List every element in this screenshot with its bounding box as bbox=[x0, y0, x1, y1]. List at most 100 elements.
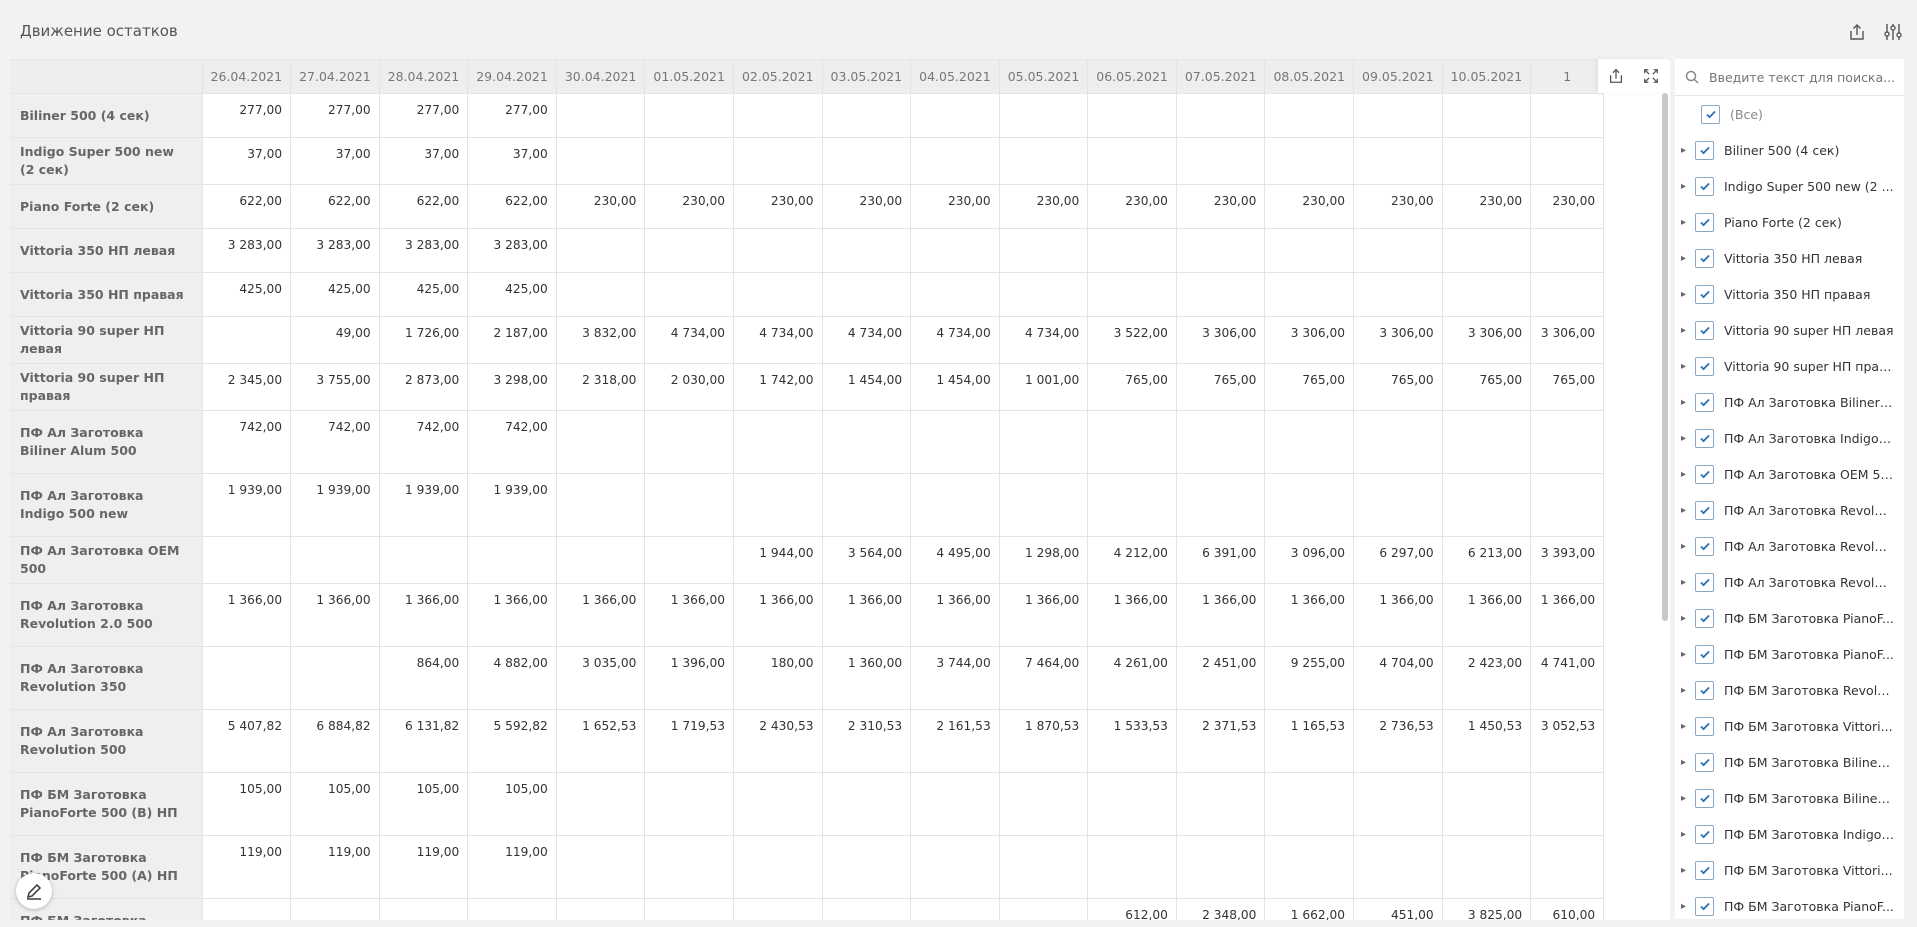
value-cell[interactable]: 742,00 bbox=[202, 410, 292, 474]
filter-item[interactable]: ▸ Indigo Super 500 new (2 ... bbox=[1675, 168, 1904, 204]
value-cell[interactable]: 277,00 bbox=[290, 93, 380, 138]
value-cell[interactable] bbox=[644, 137, 734, 185]
checkbox-checked-icon[interactable] bbox=[1695, 860, 1714, 880]
value-cell[interactable]: 230,00 bbox=[1264, 184, 1355, 229]
value-cell[interactable]: 425,00 bbox=[290, 272, 380, 317]
value-cell[interactable] bbox=[733, 272, 823, 317]
expand-arrow-icon[interactable]: ▸ bbox=[1681, 360, 1687, 372]
row-header[interactable]: ПФ БМ Заготовка PianoForte 500 (B) НП bbox=[10, 772, 203, 836]
value-cell[interactable] bbox=[556, 898, 646, 920]
value-cell[interactable]: 1 939,00 bbox=[290, 473, 380, 537]
date-column-header[interactable]: 04.05.2021 bbox=[910, 60, 1000, 94]
value-cell[interactable] bbox=[999, 473, 1089, 537]
value-cell[interactable]: 765,00 bbox=[1264, 363, 1355, 411]
value-cell[interactable]: 3 306,00 bbox=[1530, 316, 1605, 364]
value-cell[interactable] bbox=[1264, 473, 1355, 537]
value-cell[interactable]: 3 283,00 bbox=[379, 228, 469, 273]
filter-item[interactable]: ▸ ПФ Ал Заготовка Revolu... bbox=[1675, 528, 1904, 564]
value-cell[interactable] bbox=[1087, 272, 1177, 317]
value-cell[interactable]: 3 755,00 bbox=[290, 363, 380, 411]
value-cell[interactable]: 2 161,53 bbox=[910, 709, 1000, 773]
value-cell[interactable]: 765,00 bbox=[1087, 363, 1177, 411]
value-cell[interactable]: 277,00 bbox=[379, 93, 469, 138]
value-cell[interactable] bbox=[1264, 228, 1355, 273]
checkbox-checked-icon[interactable] bbox=[1701, 104, 1720, 124]
value-cell[interactable] bbox=[556, 137, 646, 185]
filter-item[interactable]: ▸ ПФ Ал Заготовка Biliner ... bbox=[1675, 384, 1904, 420]
value-cell[interactable]: 1 366,00 bbox=[467, 583, 557, 647]
value-cell[interactable] bbox=[1530, 137, 1605, 185]
value-cell[interactable]: 180,00 bbox=[733, 646, 823, 710]
value-cell[interactable] bbox=[644, 272, 734, 317]
checkbox-checked-icon[interactable] bbox=[1695, 644, 1714, 664]
expand-arrow-icon[interactable]: ▸ bbox=[1681, 216, 1687, 228]
expand-arrow-icon[interactable]: ▸ bbox=[1681, 540, 1687, 552]
value-cell[interactable]: 3 306,00 bbox=[1264, 316, 1355, 364]
value-cell[interactable]: 6 884,82 bbox=[290, 709, 380, 773]
date-column-header[interactable]: 28.04.2021 bbox=[379, 60, 469, 94]
value-cell[interactable] bbox=[1530, 835, 1605, 899]
value-cell[interactable] bbox=[733, 772, 823, 836]
checkbox-checked-icon[interactable] bbox=[1695, 356, 1714, 376]
value-cell[interactable]: 425,00 bbox=[467, 272, 557, 317]
value-cell[interactable]: 1 165,53 bbox=[1264, 709, 1355, 773]
value-cell[interactable]: 230,00 bbox=[1353, 184, 1443, 229]
value-cell[interactable] bbox=[1442, 410, 1532, 474]
value-cell[interactable]: 230,00 bbox=[822, 184, 912, 229]
value-cell[interactable] bbox=[822, 137, 912, 185]
checkbox-checked-icon[interactable] bbox=[1695, 320, 1714, 340]
value-cell[interactable]: 1 366,00 bbox=[1353, 583, 1443, 647]
value-cell[interactable] bbox=[999, 228, 1089, 273]
value-cell[interactable]: 3 306,00 bbox=[1353, 316, 1443, 364]
value-cell[interactable]: 765,00 bbox=[1176, 363, 1266, 411]
expand-arrow-icon[interactable]: ▸ bbox=[1681, 180, 1687, 192]
value-cell[interactable] bbox=[1353, 228, 1443, 273]
expand-arrow-icon[interactable]: ▸ bbox=[1681, 828, 1687, 840]
value-cell[interactable] bbox=[556, 473, 646, 537]
date-column-header[interactable]: 02.05.2021 bbox=[733, 60, 823, 94]
date-column-header[interactable]: 09.05.2021 bbox=[1353, 60, 1443, 94]
value-cell[interactable]: 425,00 bbox=[202, 272, 292, 317]
filter-item[interactable]: ▸ ПФ БМ Заготовка PianoF... bbox=[1675, 888, 1904, 919]
expand-arrow-icon[interactable]: ▸ bbox=[1681, 864, 1687, 876]
value-cell[interactable]: 1 662,00 bbox=[1264, 898, 1355, 920]
expand-arrow-icon[interactable]: ▸ bbox=[1681, 504, 1687, 516]
row-header[interactable]: Biliner 500 (4 сек) bbox=[10, 93, 203, 138]
value-cell[interactable] bbox=[1442, 93, 1532, 138]
value-cell[interactable]: 1 366,00 bbox=[910, 583, 1000, 647]
value-cell[interactable] bbox=[1087, 473, 1177, 537]
value-cell[interactable] bbox=[644, 410, 734, 474]
value-cell[interactable] bbox=[644, 93, 734, 138]
expand-arrow-icon[interactable]: ▸ bbox=[1681, 900, 1687, 912]
value-cell[interactable] bbox=[1176, 228, 1266, 273]
row-header[interactable]: ПФ БМ Заготовка Revolution Bi 500 new bbox=[10, 898, 203, 920]
row-header[interactable]: Vittoria 350 НП правая bbox=[10, 272, 203, 317]
value-cell[interactable] bbox=[910, 137, 1000, 185]
value-cell[interactable] bbox=[733, 835, 823, 899]
value-cell[interactable]: 105,00 bbox=[290, 772, 380, 836]
value-cell[interactable]: 425,00 bbox=[379, 272, 469, 317]
value-cell[interactable] bbox=[733, 473, 823, 537]
value-cell[interactable]: 4 882,00 bbox=[467, 646, 557, 710]
value-cell[interactable]: 230,00 bbox=[1176, 184, 1266, 229]
value-cell[interactable]: 1 366,00 bbox=[733, 583, 823, 647]
value-cell[interactable] bbox=[733, 137, 823, 185]
checkbox-checked-icon[interactable] bbox=[1695, 284, 1714, 304]
value-cell[interactable]: 37,00 bbox=[290, 137, 380, 185]
filter-item[interactable]: ▸ Vittoria 90 super НП левая bbox=[1675, 312, 1904, 348]
value-cell[interactable] bbox=[556, 272, 646, 317]
value-cell[interactable] bbox=[910, 272, 1000, 317]
row-header[interactable]: ПФ Ал Заготовка Revolution 500 bbox=[10, 709, 203, 773]
value-cell[interactable]: 3 283,00 bbox=[290, 228, 380, 273]
value-cell[interactable] bbox=[1087, 835, 1177, 899]
value-cell[interactable] bbox=[1353, 93, 1443, 138]
value-cell[interactable]: 3 096,00 bbox=[1264, 536, 1355, 584]
filter-item[interactable]: ▸ ПФ Ал Заготовка Indigo ... bbox=[1675, 420, 1904, 456]
value-cell[interactable] bbox=[556, 536, 646, 584]
value-cell[interactable]: 3 306,00 bbox=[1442, 316, 1532, 364]
filter-item-all[interactable]: (Все) bbox=[1675, 96, 1904, 132]
value-cell[interactable]: 1 366,00 bbox=[1087, 583, 1177, 647]
value-cell[interactable]: 3 298,00 bbox=[467, 363, 557, 411]
row-header[interactable]: ПФ Ал Заготовка Biliner Alum 500 bbox=[10, 410, 203, 474]
value-cell[interactable]: 3 825,00 bbox=[1442, 898, 1532, 920]
